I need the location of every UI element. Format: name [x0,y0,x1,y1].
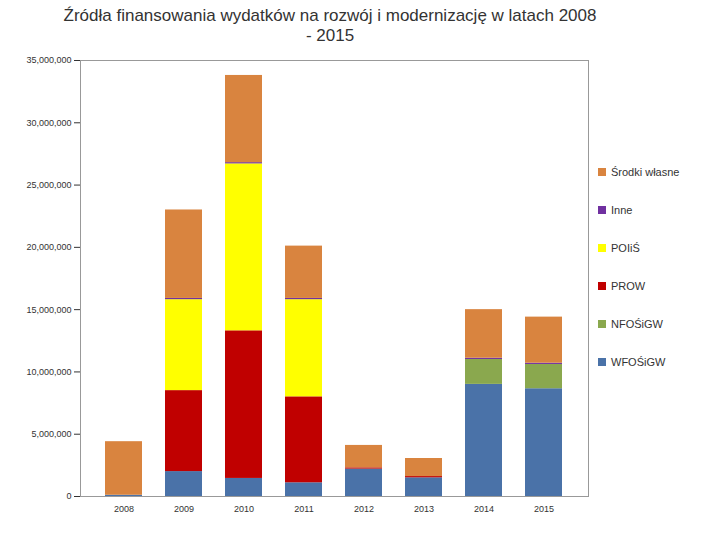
svg-text:2012: 2012 [354,504,374,514]
html-text:POIiŚ: POIiŚ [611,242,640,254]
svg-text:35,000,000: 35,000,000 [26,55,71,65]
svg-text:2008: 2008 [114,504,134,514]
svg-text:30,000,000: 30,000,000 [26,118,71,128]
svg-text:2014: 2014 [474,504,494,514]
html-text:WFOŚiGW: WFOŚiGW [611,356,666,368]
svg-text:0: 0 [66,491,71,501]
svg-text:20,000,000: 20,000,000 [26,242,71,252]
html-text:NFOŚiGW: NFOŚiGW [611,318,663,330]
svg-text:5,000,000: 5,000,000 [31,429,71,439]
svg-text:2015: 2015 [534,504,554,514]
html-text:PROW: PROW [611,280,646,292]
html-text:Środki własne: Środki własne [611,166,680,178]
html-text:Źródła finansowania wydatków n: Źródła finansowania wydatków na rozwój i… [63,6,597,45]
svg-text:2013: 2013 [414,504,434,514]
svg-text:2010: 2010 [234,504,254,514]
svg-text:2009: 2009 [174,504,194,514]
svg-text:15,000,000: 15,000,000 [26,305,71,315]
svg-text:2011: 2011 [294,504,313,514]
html-text:Inne: Inne [611,204,633,216]
svg-text:10,000,000: 10,000,000 [26,367,71,377]
svg-text:25,000,000: 25,000,000 [26,180,71,190]
